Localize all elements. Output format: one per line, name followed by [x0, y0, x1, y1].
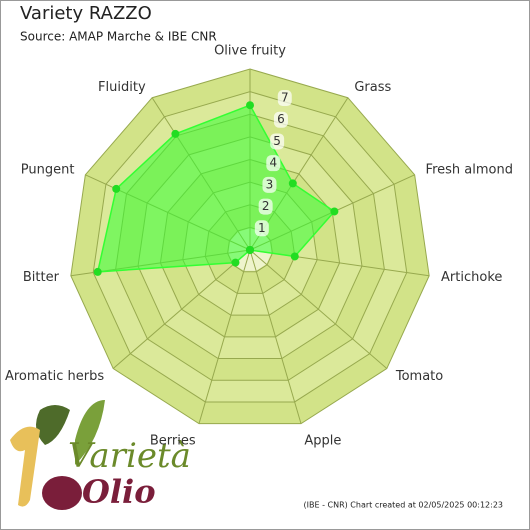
data-point — [231, 258, 240, 267]
category-label: Apple — [304, 434, 341, 449]
data-point — [330, 207, 339, 216]
data-point — [290, 252, 299, 261]
logo: Varietà Olio — [10, 400, 191, 511]
logo-olive — [42, 476, 82, 510]
category-label: Olive fruity — [214, 44, 286, 59]
spoke — [249, 249, 388, 369]
chart-title: Variety RAZZO — [20, 3, 152, 24]
r-tick-label: 1 — [258, 221, 266, 235]
r-tick-label: 2 — [262, 199, 270, 213]
category-label: Bitter — [23, 270, 60, 285]
data-point — [246, 246, 254, 254]
footer: (IBE - CNR) Chart created at 02/05/2025 … — [304, 501, 504, 510]
r-tick-label: 6 — [277, 112, 285, 126]
category-label: Berries — [150, 434, 196, 449]
r-tick-label: 3 — [266, 177, 274, 191]
data-point — [112, 184, 121, 193]
spoke — [112, 249, 251, 369]
category-label: Fluidity — [98, 80, 146, 95]
tick-label-bg — [254, 220, 269, 237]
logo-leaf — [36, 405, 70, 445]
category-label: Grass — [354, 80, 391, 95]
logo-text: Varietà — [68, 436, 191, 476]
spoke — [249, 249, 302, 424]
data-area — [96, 104, 336, 273]
category-label: Fresh almond — [426, 162, 513, 177]
r-tick-label: 7 — [281, 91, 289, 105]
r-tick-label: 5 — [273, 134, 281, 148]
category-label: Aromatic herbs — [5, 369, 104, 384]
spoke — [198, 249, 251, 424]
category-label: Pungent — [21, 162, 75, 177]
data-point — [93, 267, 102, 276]
data-point — [288, 179, 297, 188]
tick-label-bg — [273, 111, 288, 128]
plot: 1 2 3 4 5 6 7 — [93, 90, 339, 276]
logo-leaf — [75, 400, 105, 465]
tick-label-bg — [262, 176, 277, 193]
data-point — [171, 129, 180, 138]
data-point — [246, 101, 254, 110]
tick-label-bg — [277, 90, 292, 107]
category-label: Tomato — [395, 369, 443, 384]
tick-label-bg — [266, 155, 281, 172]
r-tick-label: 4 — [269, 156, 277, 170]
tick-label-bg — [258, 198, 273, 215]
tick-label-bg — [270, 133, 285, 150]
logo-text: Olio — [82, 473, 156, 511]
category-label: Artichoke — [441, 270, 502, 285]
chart-subtitle: Source: AMAP Marche & IBE CNR — [20, 30, 217, 44]
logo-one — [10, 426, 40, 507]
